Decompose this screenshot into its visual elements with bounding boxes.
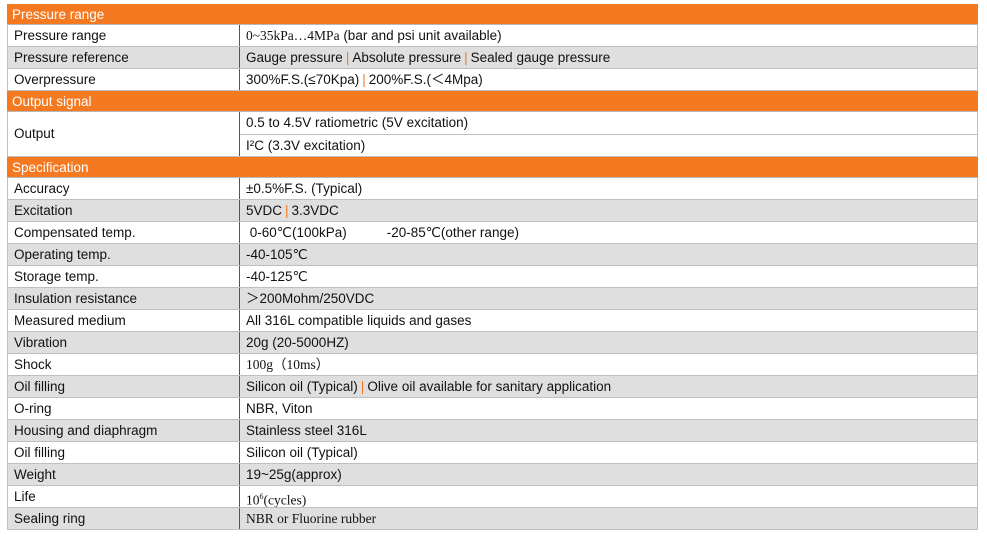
table-row: Sealing ring NBR or Fluorine rubber [7,508,978,530]
table-row: Measured medium All 316L compatible liqu… [7,310,978,332]
row-label: Oil filling [8,442,240,463]
row-value: 0-60℃(100kPa) -20-85℃(other range) [240,222,977,243]
row-label: Operating temp. [8,244,240,265]
value-text: 10 [246,492,260,508]
value-text: Silicon oil (Typical) [246,379,358,394]
row-label: Compensated temp. [8,222,240,243]
spec-table: Pressure range Pressure range 0~35kPa…4M… [7,4,978,530]
row-value: 100g（10ms） [246,357,330,372]
table-row: Accuracy ±0.5%F.S. (Typical) [7,178,978,200]
value-text: 0-60℃(100kPa) [249,225,347,240]
row-label: Insulation resistance [8,288,240,309]
value-text: 300%F.S.(≤70Kpa) [246,72,360,87]
row-value: Silicon oil (Typical) | Olive oil availabl… [240,376,977,397]
row-value: All 316L compatible liquids and gases [246,313,472,328]
row-label: Pressure reference [8,47,240,68]
row-label: Life [8,486,240,507]
section-header-output-signal: Output signal [7,91,978,112]
row-label: Excitation [8,200,240,221]
row-value: Silicon oil (Typical) [246,445,358,460]
value-exponent: 6 [259,492,264,501]
table-row: Vibration 20g (20-5000HZ) [7,332,978,354]
value-text: Absolute pressure [352,50,462,65]
value-text: 5VDC [246,203,283,218]
row-value: 19~25g(approx) [246,467,342,482]
value-text: 0~35kPa…4MPa [246,28,340,43]
row-label: Sealing ring [8,508,240,529]
row-label: Overpressure [8,69,240,90]
table-row: Oil filling Silicon oil (Typical) [7,442,978,464]
table-row: Oil filling Silicon oil (Typical) | Olive … [7,376,978,398]
row-value: 0.5 to 4.5V ratiometric (5V excitation) … [240,112,977,156]
row-label: Oil filling [8,376,240,397]
row-value: 20g (20-5000HZ) [246,335,349,350]
table-row: Shock 100g（10ms） [7,354,978,376]
row-label: Shock [8,354,240,375]
value-text: Sealed gauge pressure [470,50,611,65]
table-row: Insulation resistance ＞200Mohm/250VDC [7,288,978,310]
row-label: Weight [8,464,240,485]
table-row: Housing and diaphragm Stainless steel 31… [7,420,978,442]
row-label: Measured medium [8,310,240,331]
separator: | [362,72,366,87]
table-row: Life 106(cycles) [7,486,978,508]
row-value: 0~35kPa…4MPa (bar and psi unit available… [240,25,977,46]
value-note: (bar and psi unit available) [339,28,502,43]
row-label: Housing and diaphragm [8,420,240,441]
table-row: Excitation 5VDC | 3.3VDC [7,200,978,222]
section-header-pressure-range: Pressure range [7,4,978,25]
separator: | [464,50,468,65]
row-value: ＞200Mohm/250VDC [246,291,375,306]
value-text: -20-85℃(other range) [386,225,519,240]
row-value: 300%F.S.(≤70Kpa) | 200%F.S.(＜4Mpa) [240,69,977,90]
value-text: I²C (3.3V excitation) [246,138,366,153]
table-row: Overpressure 300%F.S.(≤70Kpa) | 200%F.S.(＜… [7,69,978,91]
table-row: Operating temp. -40-105℃ [7,244,978,266]
value-unit: (cycles) [263,492,307,508]
row-value: ±0.5%F.S. (Typical) [246,181,363,196]
value-text: Olive oil available for sanitary applica… [367,379,612,394]
table-row: Weight 19~25g(approx) [7,464,978,486]
row-label: Accuracy [8,178,240,199]
row-value: NBR, Viton [246,401,313,416]
row-value: -40-125℃ [246,269,308,284]
row-label: Output [8,112,240,156]
value-text: 200%F.S.(＜4Mpa) [368,72,483,87]
table-row: O-ring NBR, Viton [7,398,978,420]
section-header-specification: Specification [7,157,978,178]
row-label: Vibration [8,332,240,353]
separator: | [345,50,350,65]
row-value: 5VDC | 3.3VDC [240,200,977,221]
row-label: Storage temp. [8,266,240,287]
row-value: Gauge pressure | Absolute pressure | Sealed … [240,47,977,68]
table-row: Pressure range 0~35kPa…4MPa (bar and psi… [7,25,978,47]
value-text: 0.5 to 4.5V ratiometric (5V excitation) [240,112,977,135]
row-value: NBR or Fluorine rubber [246,511,377,526]
table-row: Pressure reference Gauge pressure | Absolu… [7,47,978,69]
separator: | [360,379,365,394]
row-value: Stainless steel 316L [246,423,367,438]
row-value: -40-105℃ [246,247,308,262]
table-row: Output 0.5 to 4.5V ratiometric (5V excit… [7,112,978,157]
table-row: Compensated temp. 0-60℃(100kPa) -20-85℃(o… [7,222,978,244]
table-row: Storage temp. -40-125℃ [7,266,978,288]
row-label: Pressure range [8,25,240,46]
value-text: 3.3VDC [291,203,339,218]
separator: | [285,203,289,218]
row-label: O-ring [8,398,240,419]
value-text: Gauge pressure [246,50,343,65]
row-value: 106(cycles) [240,486,977,507]
